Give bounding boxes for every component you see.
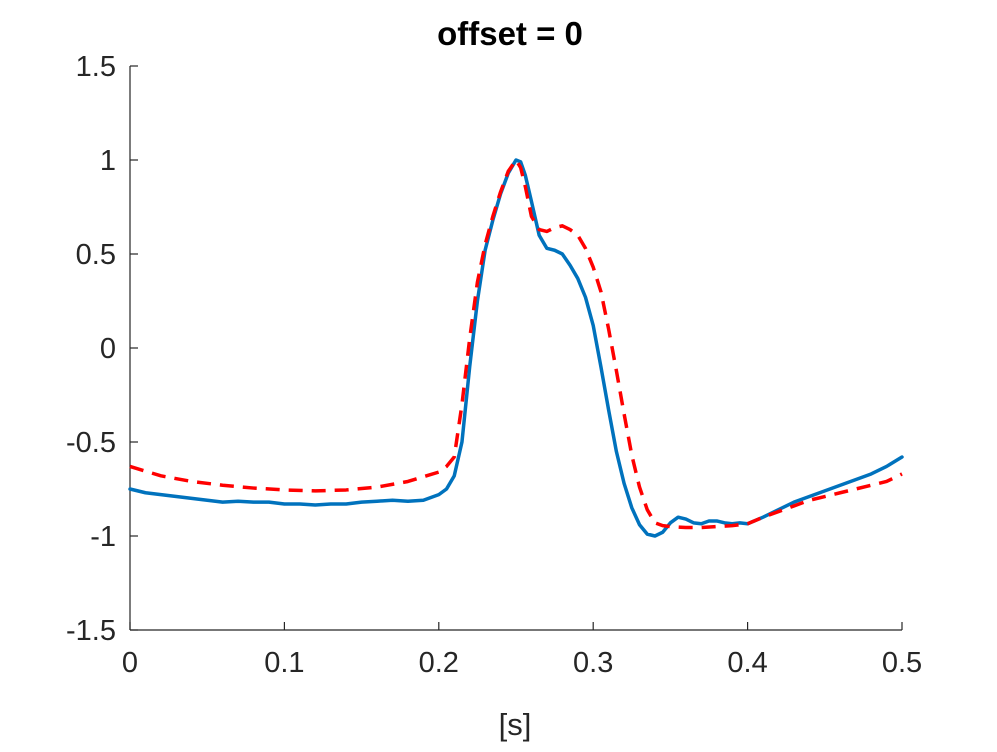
- x-tick-label: 0.4: [727, 647, 767, 679]
- y-tick-label: -0.5: [66, 427, 116, 459]
- x-tick-label: 0.5: [882, 647, 922, 679]
- series-line-solid-blue: [128, 158, 904, 538]
- x-tick-label: 0.3: [573, 647, 613, 679]
- x-tick-label: 0: [122, 647, 138, 679]
- y-tick-label: 0: [100, 333, 116, 365]
- x-tick-label: 0.2: [419, 647, 459, 679]
- plot-lines: [128, 158, 904, 538]
- y-tick-label: -1.5: [66, 615, 116, 647]
- x-tick-label: 0.1: [264, 647, 304, 679]
- series-line-dashed-red: [129, 158, 903, 530]
- y-tick-label: 1.5: [76, 51, 116, 83]
- y-tick-label: 0.5: [76, 239, 116, 271]
- axes: 0 0.1 0.2 0.3 0.4 0.5 -1.5 -1 -0.5 0 0.5 1 1.5: [66, 51, 922, 679]
- y-tick-label: 1: [100, 145, 116, 177]
- x-axis-label: [s]: [499, 707, 532, 742]
- chart-title: offset = 0: [437, 15, 583, 52]
- y-tick-label: -1: [90, 521, 116, 553]
